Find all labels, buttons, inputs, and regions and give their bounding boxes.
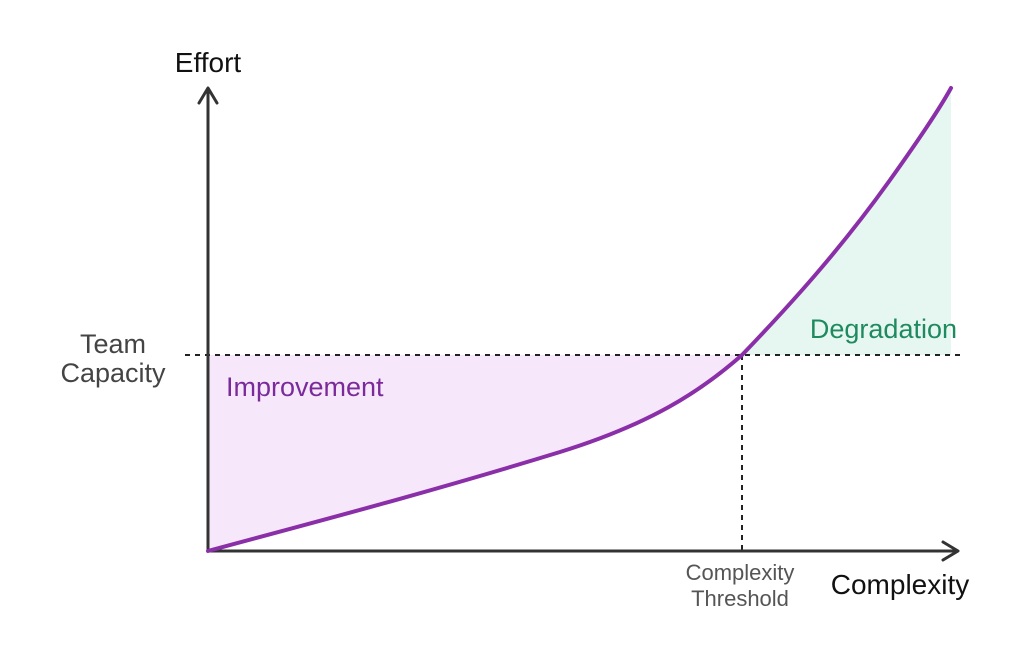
degradation-region	[742, 88, 951, 355]
team-capacity-label-line1: Team	[80, 329, 146, 359]
x-axis-label: Complexity	[831, 569, 969, 600]
improvement-label: Improvement	[226, 372, 384, 402]
y-axis-arrow	[197, 86, 219, 105]
x-axis-arrow	[941, 540, 960, 562]
complexity-threshold-label-line1: Complexity	[686, 560, 795, 585]
complexity-threshold-label-line2: Threshold	[691, 586, 789, 611]
improvement-region	[208, 355, 742, 551]
y-axis-label: Effort	[175, 47, 242, 78]
effort-curve	[206, 86, 953, 553]
degradation-label: Degradation	[810, 314, 957, 344]
team-capacity-label-line2: Capacity	[60, 358, 166, 388]
